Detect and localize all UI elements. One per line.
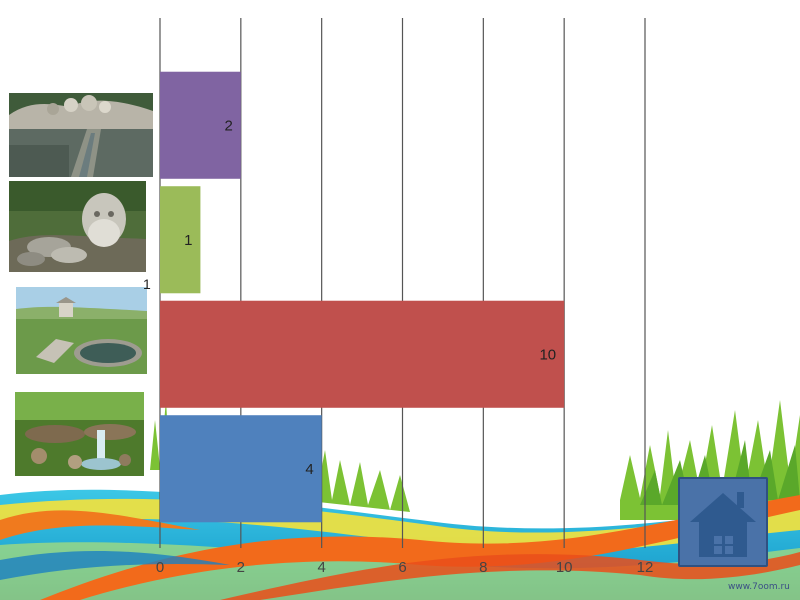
photo-stone-fountain <box>9 93 153 177</box>
bar-0 <box>160 71 241 179</box>
bar-value-label: 2 <box>224 117 232 134</box>
stray-label: 1 <box>143 276 151 292</box>
home-button[interactable] <box>678 477 768 567</box>
house-icon <box>690 492 756 557</box>
bars <box>160 71 565 523</box>
photo-waterfall-stream <box>15 392 144 476</box>
x-tick-label: 12 <box>637 559 654 576</box>
x-tick-label: 8 <box>479 559 487 576</box>
x-tick-label: 2 <box>237 559 245 576</box>
bar-2 <box>160 300 565 408</box>
x-tick-label: 10 <box>556 559 573 576</box>
tick-labels: 0 2 4 6 8 10 12 <box>156 559 654 576</box>
x-tick-label: 4 <box>317 559 325 576</box>
bar-value-label: 4 <box>305 461 313 478</box>
photo-carved-stone-face <box>9 181 146 272</box>
bar-labels: 2 1 10 4 <box>184 117 556 478</box>
bar-3 <box>160 415 322 523</box>
x-tick-label: 0 <box>156 559 164 576</box>
x-tick-label: 6 <box>398 559 406 576</box>
photo-spring-pool <box>16 287 147 374</box>
bar-value-label: 10 <box>539 346 556 363</box>
bar-value-label: 1 <box>184 232 192 249</box>
watermark: www.7oom.ru <box>728 582 790 592</box>
bar-1 <box>160 186 201 294</box>
